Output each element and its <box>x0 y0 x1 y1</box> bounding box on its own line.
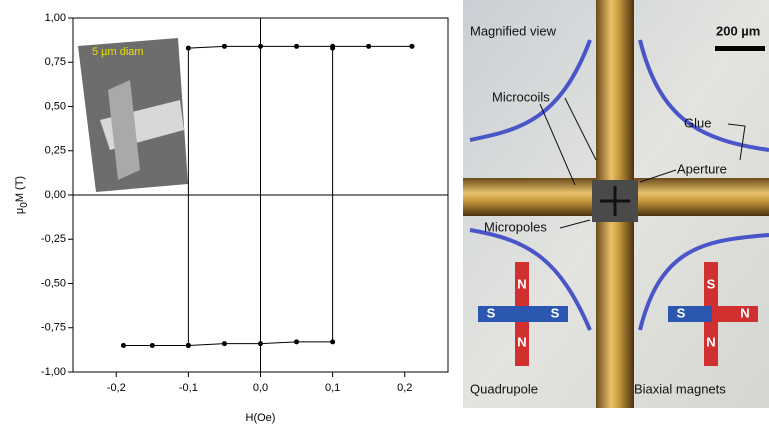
photo-label: N <box>517 276 526 291</box>
data-point <box>258 43 263 49</box>
data-point <box>330 339 336 345</box>
series-line <box>187 45 412 346</box>
y-tick-label: -0,50 <box>41 277 66 289</box>
photo-label: S <box>551 305 560 320</box>
data-point <box>366 43 372 49</box>
photo-label: S <box>707 276 716 291</box>
y-axis-label-part: M (T) <box>14 176 26 202</box>
series-line <box>123 48 334 346</box>
data-point <box>221 341 227 347</box>
photo-label: Glue <box>684 115 711 130</box>
data-point <box>120 342 126 348</box>
photo-label: S <box>487 305 496 320</box>
right-magnet <box>668 262 758 366</box>
photo-label: N <box>517 334 526 349</box>
photo-label: Quadrupole <box>470 381 538 396</box>
y-tick-label: 0,00 <box>45 189 66 201</box>
data-point <box>149 342 155 348</box>
data-point <box>258 341 263 347</box>
photo-label: Biaxial magnets <box>634 381 726 396</box>
photo-label: N <box>706 334 715 349</box>
x-tick-label: -0,1 <box>179 382 198 394</box>
photo-label: Microcoils <box>492 89 550 104</box>
y-axis-label-part: μ <box>14 208 26 214</box>
y-axis-label: μ0M (T) <box>14 176 30 214</box>
y-tick-label: 0,25 <box>45 145 66 157</box>
y-axis-label-part: 0 <box>19 202 30 208</box>
y-tick-label: -0,25 <box>41 233 66 245</box>
y-tick-label: -0,75 <box>41 322 66 334</box>
data-point <box>409 43 415 49</box>
x-axis-label: H(Oe) <box>246 412 276 424</box>
left-magnet <box>478 262 568 366</box>
data-point <box>185 45 191 51</box>
data-point <box>221 43 227 49</box>
x-tick-label: -0,2 <box>107 382 126 394</box>
leader-lines <box>539 97 746 229</box>
x-tick-label: 0,2 <box>397 382 412 394</box>
data-point <box>294 339 300 345</box>
y-tick-label: 0,75 <box>45 56 66 68</box>
photo-label: Magnified view <box>470 23 557 38</box>
photo-label: Aperture <box>677 161 727 176</box>
data-point <box>294 43 300 49</box>
x-tick-label: 0,1 <box>325 382 340 394</box>
photo-label: N <box>740 305 749 320</box>
x-tick-label: 0,0 <box>253 382 268 394</box>
y-tick-label: 0,50 <box>45 100 66 112</box>
y-tick-label: -1,00 <box>41 366 66 378</box>
photo-label: S <box>677 305 686 320</box>
inset-image: 5 µm diam <box>78 38 188 192</box>
data-point <box>330 43 336 49</box>
inset-label: 5 µm diam <box>92 46 144 58</box>
photo-label: 200 µm <box>716 23 760 38</box>
photo: Magnified view 200 µm Microcoils Glue Apertu… <box>463 0 769 408</box>
y-tick-label: 1,00 <box>45 12 66 24</box>
photo-label: Micropoles <box>484 219 547 234</box>
data-point <box>185 342 191 348</box>
